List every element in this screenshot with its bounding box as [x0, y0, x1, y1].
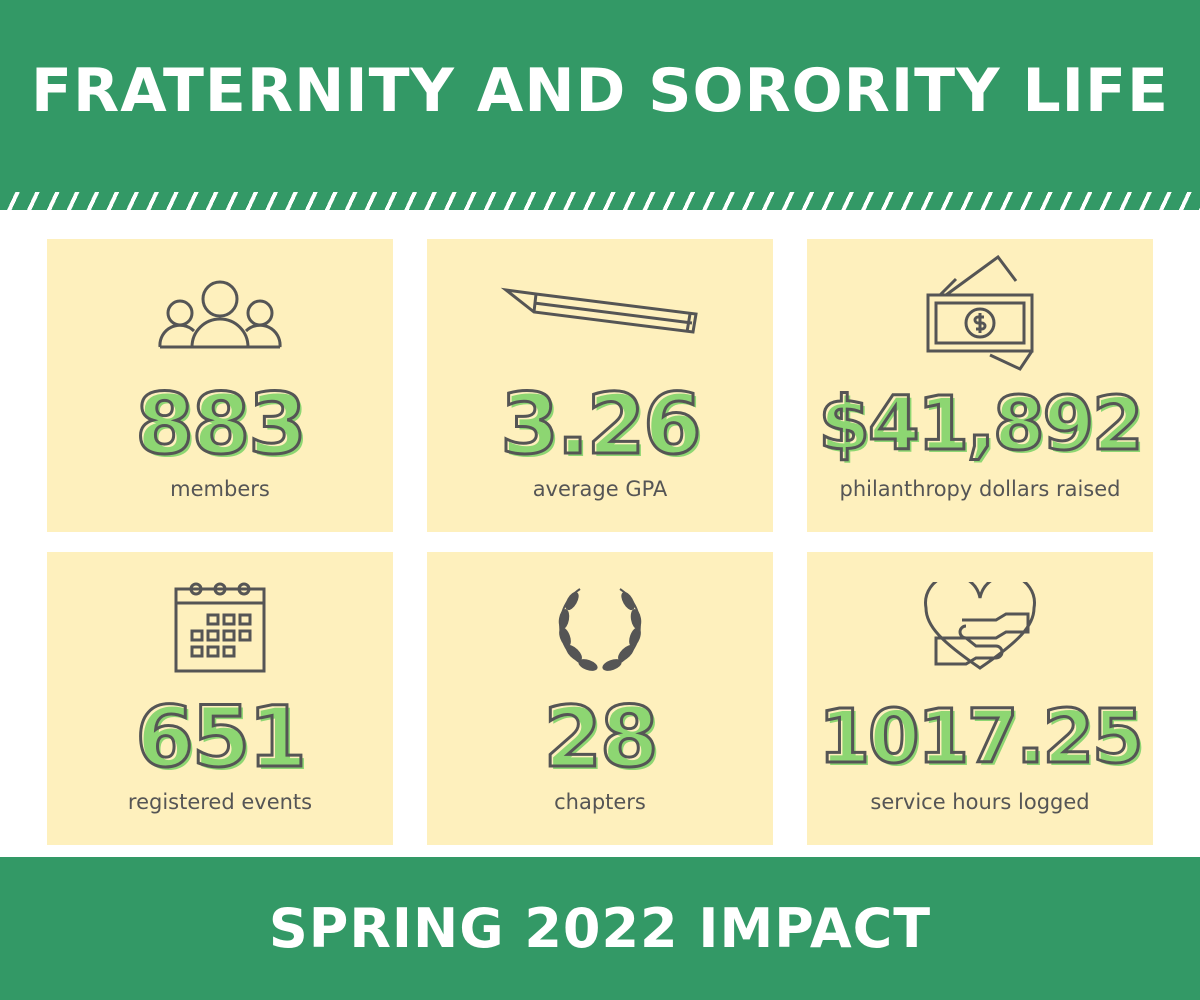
money-icon	[920, 249, 1040, 379]
page-title: FRATERNITY AND SORORITY LIFE	[31, 56, 1169, 126]
stat-label: members	[170, 477, 270, 501]
stat-label: service hours logged	[870, 790, 1090, 814]
stat-label: average GPA	[532, 477, 668, 501]
heart-hands-icon	[922, 562, 1038, 692]
striped-divider	[0, 192, 1200, 210]
laurel-wreath-icon	[550, 562, 650, 692]
pencil-icon	[500, 249, 700, 379]
calendar-icon	[172, 562, 268, 692]
stat-card-service: 1017.25 1017.25 service hours logged	[807, 552, 1153, 845]
stat-card-members: 883 883 members	[47, 239, 393, 532]
stat-label: registered events	[127, 790, 313, 814]
stat-card-events: 651 651 registered events	[47, 552, 393, 845]
stat-card-gpa: 3.26 3.26 average GPA	[427, 239, 773, 532]
stat-value: 28	[542, 688, 660, 786]
stat-value: 651	[134, 688, 308, 786]
footer-banner: SPRING 2022 IMPACT	[0, 857, 1200, 1000]
stat-value: 1017.25	[817, 693, 1145, 782]
footer-title: SPRING 2022 IMPACT	[268, 897, 932, 960]
stat-label: chapters	[554, 790, 646, 814]
stat-card-philanthropy: $41,892 $41,892 philanthropy dollars rais…	[807, 239, 1153, 532]
stat-label: philanthropy dollars raised	[839, 477, 1121, 501]
stat-value: 883	[134, 375, 308, 473]
stat-value: 3.26	[499, 375, 703, 473]
stat-value: $41,892	[817, 380, 1145, 469]
header-banner: FRATERNITY AND SORORITY LIFE	[0, 0, 1200, 192]
stat-card-chapters: 28 28 chapters	[427, 552, 773, 845]
people-icon	[158, 249, 282, 379]
